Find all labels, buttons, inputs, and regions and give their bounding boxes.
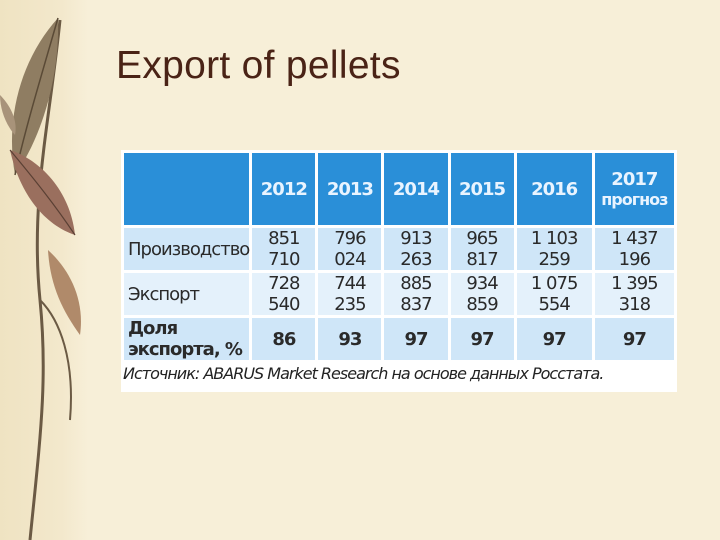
table-cell: 885 837 — [384, 273, 448, 315]
table-cell: 97 — [594, 318, 674, 360]
table-cell: 97 — [384, 318, 448, 360]
header-year: 2013 — [318, 153, 382, 225]
row-label: Производство — [124, 228, 250, 270]
table-cell: 1 395 318 — [594, 273, 674, 315]
table-row: Экспорт 728 540 744 235 885 837 934 859 … — [124, 273, 674, 315]
header-year: 2016 — [516, 153, 592, 225]
table-cell: 97 — [450, 318, 514, 360]
pellet-export-table: 2012 2013 2014 2015 2016 2017 прогноз Пр… — [121, 150, 677, 363]
table-corner-cell — [124, 153, 250, 225]
table-row: Производство 851 710 796 024 913 263 965… — [124, 228, 674, 270]
table-cell: 93 — [318, 318, 382, 360]
header-year-forecast: 2017 прогноз — [594, 153, 674, 225]
table-row: Доля экспорта, % 86 93 97 97 97 97 — [124, 318, 674, 360]
table-cell: 851 710 — [252, 228, 316, 270]
header-year: 2015 — [450, 153, 514, 225]
table-cell: 965 817 — [450, 228, 514, 270]
table-header-row: 2012 2013 2014 2015 2016 2017 прогноз — [124, 153, 674, 225]
leaf-branch-decoration — [0, 17, 81, 540]
row-label: Экспорт — [124, 273, 250, 315]
table-cell: 97 — [516, 318, 592, 360]
table-cell: 934 859 — [450, 273, 514, 315]
table-cell: 728 540 — [252, 273, 316, 315]
header-year: 2012 — [252, 153, 316, 225]
table-cell: 796 024 — [318, 228, 382, 270]
header-year: 2017 — [611, 169, 658, 190]
table-cell: 1 075 554 — [516, 273, 592, 315]
row-label: Доля экспорта, % — [124, 318, 250, 360]
pellet-table-panel: 2012 2013 2014 2015 2016 2017 прогноз Пр… — [121, 150, 677, 392]
table-cell: 86 — [252, 318, 316, 360]
table-cell: 744 235 — [318, 273, 382, 315]
source-note: Источник: ABARUS Market Research на осно… — [123, 364, 604, 383]
header-year: 2014 — [384, 153, 448, 225]
table-cell: 1 437 196 — [594, 228, 674, 270]
slide-title: Export of pellets — [116, 44, 401, 87]
table-cell: 913 263 — [384, 228, 448, 270]
table-cell: 1 103 259 — [516, 228, 592, 270]
forecast-note: прогноз — [601, 190, 668, 209]
